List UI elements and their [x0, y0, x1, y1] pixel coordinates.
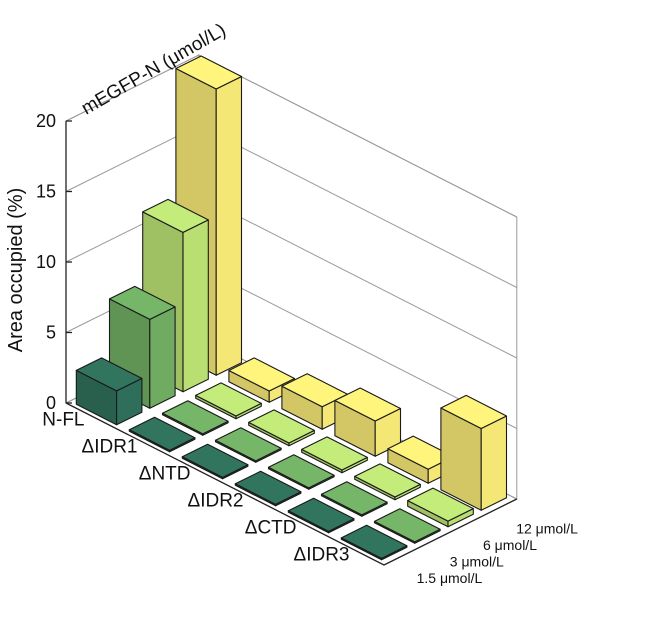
- bar-face-top: [340, 524, 408, 559]
- category-label: ΔIDR2: [188, 491, 244, 512]
- concentration-label: 12 μmol/L: [516, 520, 578, 536]
- bar-face-top: [267, 454, 335, 489]
- bar-3d: [340, 524, 408, 561]
- category-label: ΔNTD: [139, 464, 191, 485]
- category-label: ΔIDR3: [294, 545, 350, 566]
- bar-3d: [334, 387, 402, 457]
- z-tick-label: 15: [36, 182, 56, 202]
- bar-3d: [214, 427, 282, 463]
- bar-face-top: [407, 487, 474, 522]
- z-tick-label: 5: [46, 323, 56, 343]
- bars: [75, 55, 508, 561]
- bar-3d: [287, 497, 355, 534]
- bar-face-top: [161, 400, 229, 435]
- bar-face-top: [128, 416, 196, 451]
- concentration-label: 1.5 μmol/L: [417, 570, 483, 586]
- bar-3d: [301, 436, 368, 474]
- bar-face-top: [181, 443, 249, 478]
- z-tick-label: 10: [36, 252, 56, 272]
- bar-face-top: [234, 470, 302, 505]
- bar-face-top: [334, 387, 402, 422]
- category-label: ΔIDR1: [82, 437, 138, 458]
- z-gridline: [65, 124, 518, 288]
- bar-face-top: [440, 394, 508, 430]
- bar-face-top: [320, 481, 388, 516]
- z-gridline: [65, 54, 518, 218]
- category-label: N-FL: [42, 410, 84, 431]
- bar-face-top: [301, 436, 368, 471]
- bar-3d: [181, 443, 249, 480]
- bar-3d: [407, 487, 474, 528]
- bar-face-top: [287, 497, 355, 532]
- z-tick-label: 0: [46, 393, 56, 413]
- bar-3d: [128, 416, 196, 453]
- category-label: ΔCTD: [245, 518, 297, 539]
- bar-3d: [373, 508, 441, 544]
- bar-3d: [354, 463, 421, 501]
- bar-face-top: [248, 409, 315, 444]
- bar-face-top: [108, 285, 176, 320]
- bar-face-right: [182, 219, 209, 393]
- bar-3d: [234, 470, 302, 507]
- bar-face-top: [373, 508, 441, 543]
- bar-face-top: [228, 357, 296, 392]
- bar-face-top: [75, 357, 143, 392]
- bar-3d: [320, 481, 388, 517]
- bar-3d: [161, 400, 229, 436]
- concentration-label: 3 μmol/L: [450, 553, 504, 569]
- bar-3d: [440, 394, 508, 511]
- bar-3d: [248, 409, 315, 447]
- bar-face-right: [215, 75, 243, 376]
- bar-face-top: [175, 55, 243, 90]
- floor-edge: [65, 402, 518, 566]
- bar-3d: [195, 382, 262, 420]
- bar-face-right: [149, 306, 176, 409]
- bar-3d: [267, 454, 335, 490]
- bar-face-top: [142, 198, 209, 233]
- bar-face-top: [214, 427, 282, 462]
- bar-face-top: [354, 463, 421, 498]
- z-tick-label: 20: [36, 111, 56, 131]
- bar-face-right: [480, 415, 508, 511]
- y-axis-label: Area occupied (%): [5, 188, 27, 353]
- concentration-label: 6 μmol/L: [483, 537, 537, 553]
- bar-face-top: [195, 382, 262, 417]
- bar-3d: [75, 357, 143, 426]
